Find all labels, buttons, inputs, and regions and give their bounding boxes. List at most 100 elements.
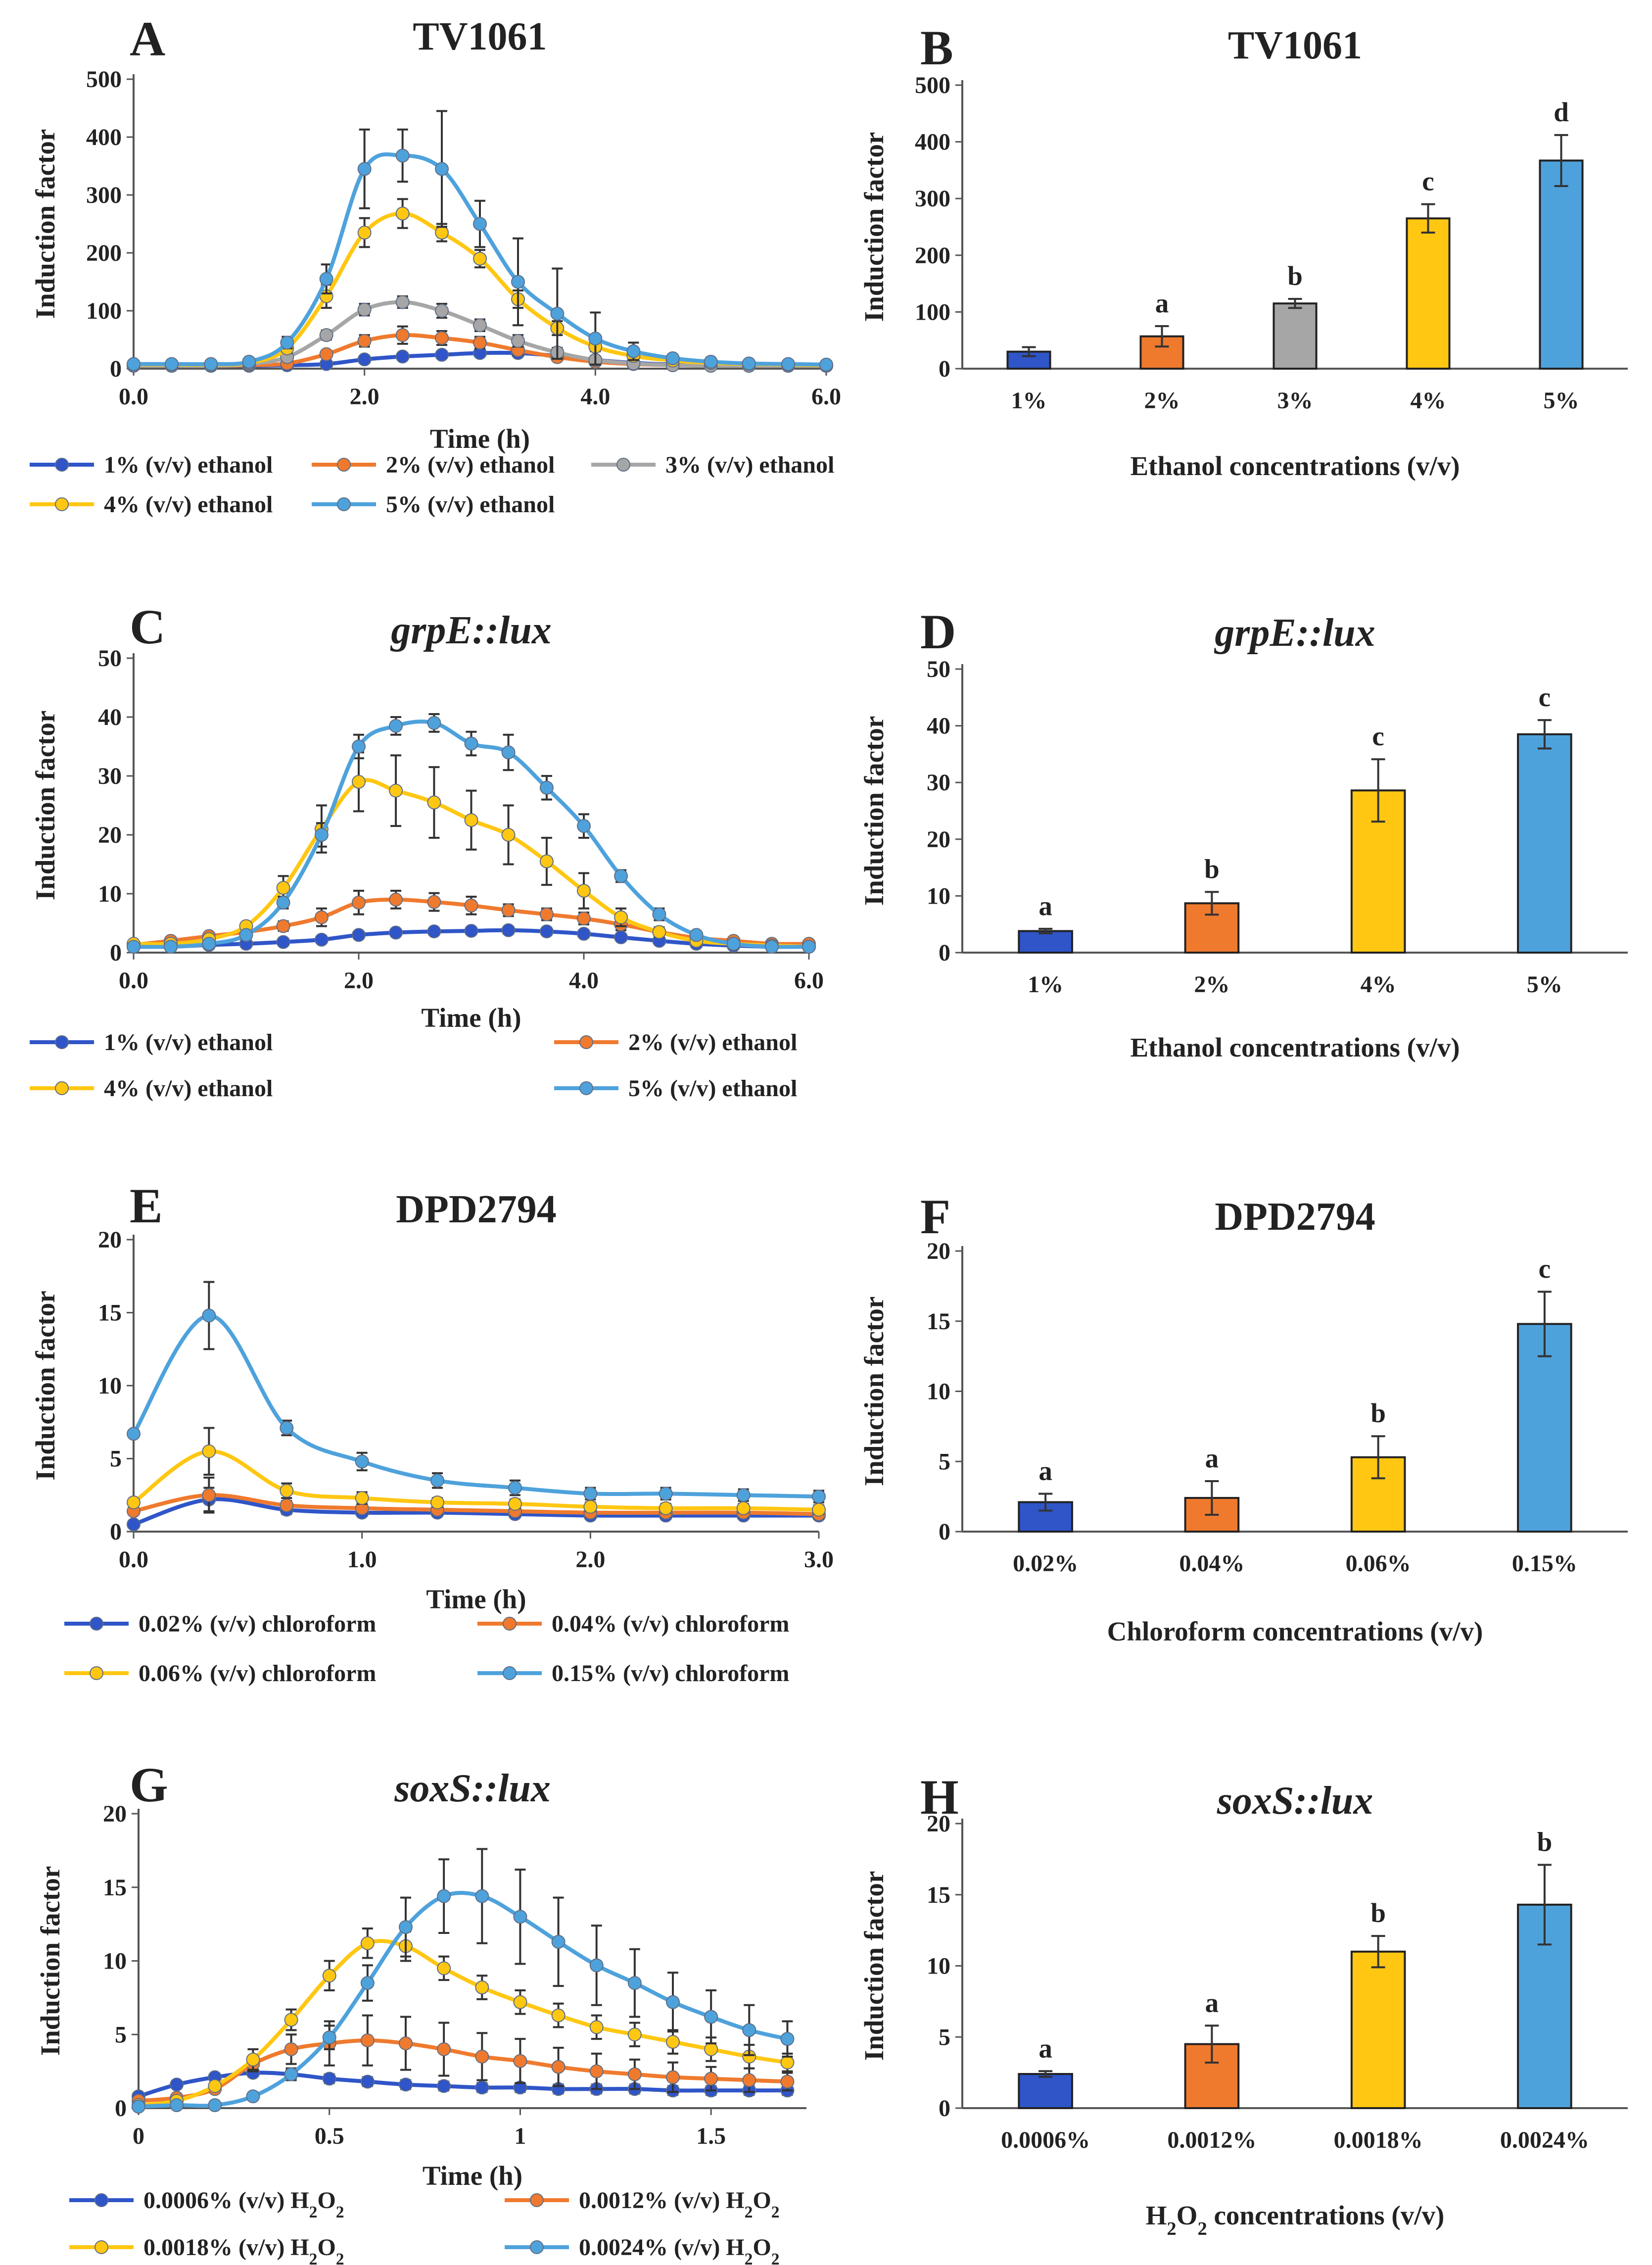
panel-c-data-point	[314, 828, 329, 842]
panel-d-x-tick-label: 2%	[1194, 971, 1229, 998]
panel-a-data-point	[395, 206, 410, 221]
panel-g-data-point	[284, 2067, 298, 2081]
panel-f-significance-letter: c	[1539, 1253, 1551, 1284]
panel-a-y-axis-label: Induction factor	[30, 129, 60, 319]
panel-c-data-point	[127, 940, 141, 954]
panel-g-data-point	[208, 2098, 222, 2113]
panel-c-data-point	[539, 924, 554, 939]
panel-d-x-axis-label: Ethanol concentrations (v/v)	[1130, 1032, 1460, 1062]
panel-e-legend-label: 0.06% (v/v) chloroform	[139, 1660, 376, 1687]
panel-a-title: TV1061	[413, 15, 547, 58]
panel-g-data-point	[475, 2080, 489, 2095]
panel-f-significance-letter: a	[1038, 1455, 1052, 1486]
panel-a-panel-letter: A	[130, 11, 165, 66]
panel-a-y-tick-label: 200	[86, 240, 122, 266]
panel-a-data-point	[435, 162, 449, 176]
panel-e-data-point	[280, 1484, 294, 1498]
panel-b-x-tick-label: 2%	[1144, 387, 1180, 414]
panel-h-bar-2	[1184, 2043, 1240, 2109]
panel-g-data-point	[513, 1995, 527, 2009]
panel-c-legend-marker	[579, 1035, 593, 1049]
panel-g-data-point	[399, 2036, 413, 2051]
panel-c-data-point	[464, 813, 478, 827]
panel-c-data-point	[314, 932, 329, 947]
panel-c-legend-marker	[55, 1035, 69, 1049]
panel-a-legend-label: 1% (v/v) ethanol	[104, 452, 273, 478]
panel-f-y-tick-label: 15	[927, 1308, 950, 1335]
panel-c-data-point	[539, 854, 554, 868]
panel-a-data-point	[242, 354, 256, 369]
panel-a-data-point	[357, 226, 372, 240]
panel-c-y-axis-label: Induction factor	[30, 711, 60, 900]
panel-e-title: DPD2794	[396, 1188, 556, 1231]
panel-e-data-point	[127, 1517, 141, 1532]
panel-g-data-point	[627, 1976, 642, 1990]
panel-g-x-tick-label: 0.5	[315, 2123, 344, 2149]
panel-d-y-tick-label: 20	[927, 826, 950, 853]
panel-g-legend-label: 0.0018% (v/v) H2O2	[143, 2234, 344, 2265]
panel-d-y-tick-label: 30	[927, 770, 950, 796]
panel-f-title: DPD2794	[1215, 1195, 1375, 1239]
panel-c-data-point	[577, 819, 591, 833]
panel-b-panel-letter: B	[920, 20, 953, 75]
panel-e-legend-marker	[90, 1617, 103, 1631]
panel-c-data-point	[389, 892, 403, 907]
panel-d-y-tick-label: 10	[927, 883, 950, 909]
panel-g-data-point	[322, 1969, 336, 1983]
panel-b-y-tick-label: 500	[915, 72, 950, 98]
panel-b-x-tick-label: 4%	[1411, 387, 1446, 414]
panel-c-data-point	[726, 937, 741, 951]
panel-e-data-point	[508, 1481, 522, 1495]
panel-a-x-tick-label: 4.0	[580, 384, 610, 410]
panel-f-y-tick-label: 20	[927, 1238, 950, 1264]
panel-c-data-point	[614, 869, 628, 883]
panel-a-data-point	[357, 334, 372, 348]
panel-h-significance-letter: b	[1537, 1827, 1553, 1857]
panel-g-data-point	[437, 2079, 451, 2093]
panel-a-data-point	[435, 304, 449, 318]
panel-h-x-axis-label: H2O2 concentrations (v/v)	[1146, 2200, 1445, 2239]
panel-g-data-point	[284, 2013, 298, 2027]
panel-a-data-point	[319, 272, 333, 286]
panel-e-data-point	[812, 1502, 826, 1517]
panel-c-data-point	[352, 928, 366, 942]
panel-e-data-point	[430, 1495, 445, 1509]
panel-h-bar-3	[1350, 1950, 1406, 2109]
panel-g-data-point	[551, 2060, 566, 2074]
panel-c-y-tick-label: 20	[98, 822, 122, 848]
panel-a-legend-marker	[55, 458, 69, 472]
panel-a-y-tick-label: 300	[86, 182, 122, 208]
panel-a-y-tick-label: 400	[86, 124, 122, 150]
panel-e-data-point	[202, 1308, 216, 1323]
panel-g-data-point	[170, 2077, 184, 2092]
panel-d-significance-letter: c	[1372, 721, 1384, 751]
panel-b-y-tick-label: 400	[915, 129, 950, 155]
panel-e-x-axis-label: Time (h)	[426, 1584, 526, 1614]
panel-b-x-tick-label: 5%	[1544, 387, 1579, 414]
panel-b-x-axis-label: Ethanol concentrations (v/v)	[1130, 451, 1460, 481]
panel-a-data-point	[435, 331, 449, 345]
panel-g-x-tick-label: 1.5	[696, 2123, 726, 2149]
panel-e-legend-marker	[503, 1666, 517, 1680]
panel-b-significance-letter: d	[1554, 97, 1569, 127]
panel-e-y-tick-label: 15	[98, 1300, 122, 1326]
panel-a-legend-label: 3% (v/v) ethanol	[665, 452, 834, 478]
panel-g-data-point	[589, 2064, 604, 2078]
panel-c-data-point	[276, 881, 290, 895]
panel-g-data-point	[475, 1889, 489, 1903]
panel-g-y-tick-label: 10	[103, 1948, 127, 1975]
panel-c-data-point	[501, 903, 516, 917]
panel-a-series-line-5	[134, 152, 827, 367]
panel-e-series-line-2	[133, 1493, 819, 1516]
panel-e-data-point	[355, 1454, 369, 1469]
panel-g-data-point	[589, 2020, 604, 2034]
panel-c-y-tick-label: 0	[110, 940, 122, 966]
panel-d-title: grpE::lux	[1214, 611, 1375, 655]
panel-a-data-point	[704, 354, 718, 369]
panel-c-data-point	[464, 923, 478, 938]
panel-a-data-point	[588, 332, 603, 346]
panel-g-y-tick-label: 5	[115, 2022, 127, 2048]
panel-c-data-point	[614, 930, 628, 945]
panel-c-data-point	[427, 895, 441, 909]
panel-a-data-point	[319, 328, 333, 342]
